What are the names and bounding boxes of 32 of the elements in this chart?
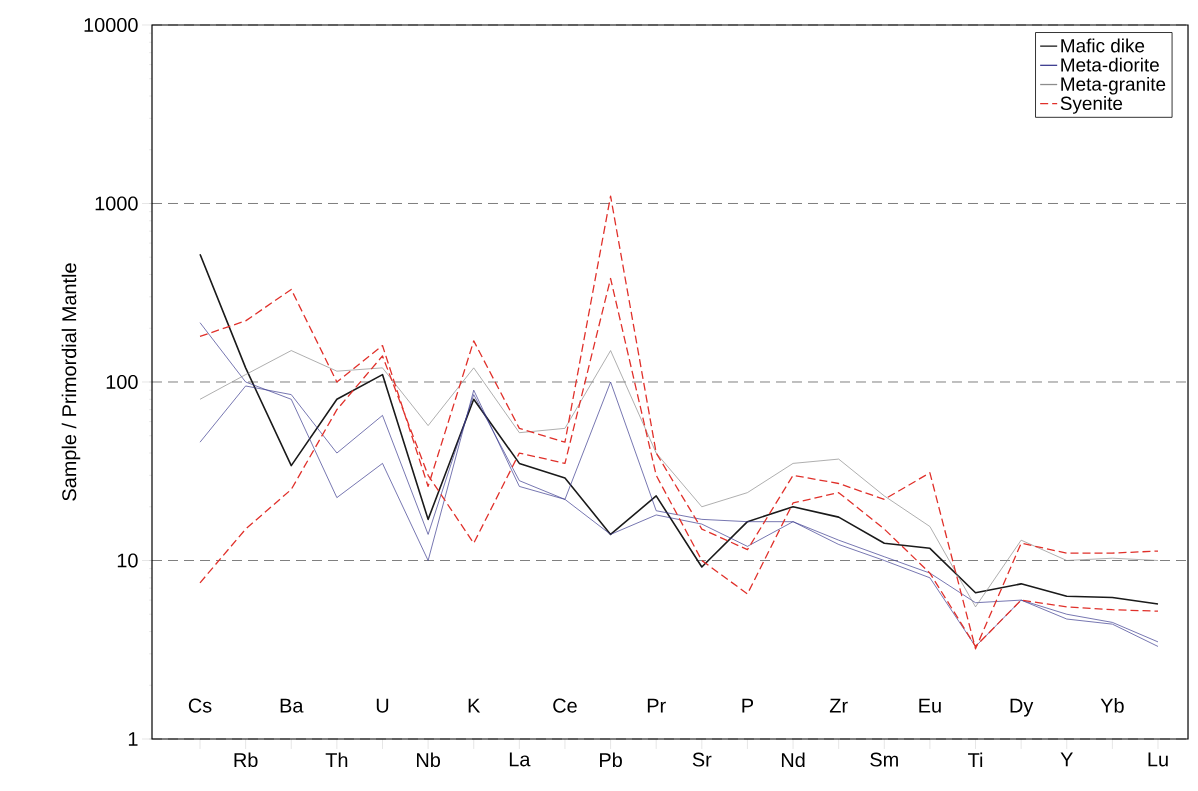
x-tick-label: Yb [1100,698,1124,713]
x-tick-label: Rb [234,752,258,768]
x-tick-label: Ti [968,752,983,767]
x-tick-label: P [742,698,754,713]
x-tick-label: La [509,752,531,767]
x-tick-label: Ce [553,698,577,713]
x-tick-label: Pb [600,752,622,768]
x-tick-label: U [376,698,389,713]
legend-label: Mafic dike [1061,38,1145,53]
x-tick-label: Lu [1148,752,1168,767]
x-tick-label: Ba [280,698,304,713]
x-tick-label: Nb [417,752,441,768]
x-tick-label: Zr [829,698,848,713]
legend-label: Meta-diorite [1061,57,1159,72]
x-tick-label: Pr [647,698,666,713]
y-tick-label: 10000 [84,17,138,33]
legend-label: Meta-granite [1061,76,1166,95]
x-tick-label: Sm [870,752,898,767]
y-tick-label: 100 [106,374,138,390]
x-tick-label: Y [1060,752,1073,767]
x-tick-label: Eu [919,698,941,713]
x-tick-label: Sr [692,752,712,767]
y-tick-label: 10 [117,553,138,568]
x-tick-label: Cs [188,698,212,713]
y-tick-label: 1 [128,732,138,746]
x-tick-label: K [468,698,481,713]
y-tick-label: 1000 [95,196,138,211]
x-tick-label: Dy [1010,698,1034,717]
x-tick-label: Nd [781,752,805,768]
x-tick-label: Th [325,752,348,767]
y-axis-title: Sample / Primordial Mantle [61,263,81,501]
legend-label: Syenite [1060,96,1123,114]
